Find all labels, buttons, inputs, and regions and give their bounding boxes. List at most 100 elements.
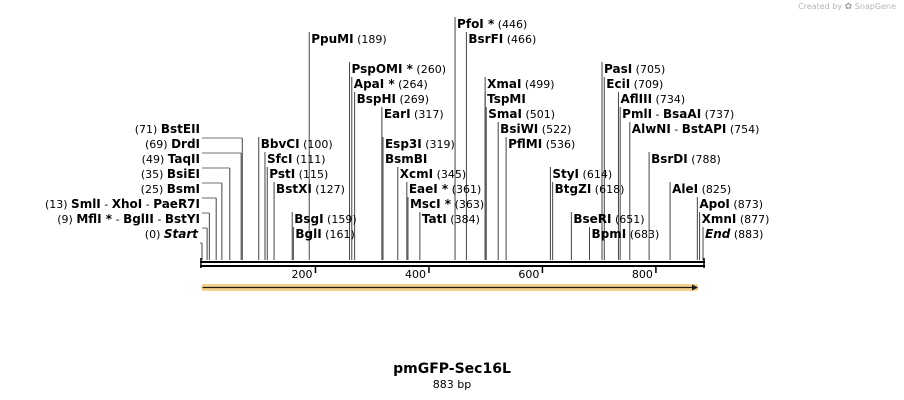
site-label[interactable]: (35) BsiEI bbox=[141, 167, 200, 181]
site-label[interactable]: TatI (384) bbox=[422, 212, 480, 226]
site-label[interactable]: BpmI (683) bbox=[592, 227, 660, 241]
enzyme-name[interactable]: EaeI * bbox=[409, 182, 449, 196]
site-label[interactable]: (71) BstEII bbox=[135, 122, 200, 136]
site-mfli-bglii-bstyi[interactable]: (9) MflI * - BglII - BstYI bbox=[57, 212, 200, 226]
site-label[interactable]: BsiWI (522) bbox=[500, 122, 571, 136]
site-eari[interactable]: EarI (317) bbox=[384, 107, 444, 121]
enzyme-name[interactable]: ApaI * bbox=[354, 77, 396, 91]
site-label[interactable]: PpuMI (189) bbox=[311, 32, 386, 46]
enzyme-name[interactable]: SfcI bbox=[267, 152, 292, 166]
site-bstxi[interactable]: BstXI (127) bbox=[276, 182, 345, 196]
site-label[interactable]: BbvCI (100) bbox=[261, 137, 333, 151]
enzyme-name[interactable]: End bbox=[705, 227, 731, 241]
site-label[interactable]: PasI (705) bbox=[604, 62, 665, 76]
enzyme-name[interactable]: BsiEI bbox=[167, 167, 200, 181]
site-label[interactable]: BspHI (269) bbox=[357, 92, 429, 106]
site-btgzi[interactable]: BtgZI (618) bbox=[555, 182, 625, 196]
site-xcmi[interactable]: XcmI (345) bbox=[400, 167, 466, 181]
site-bsteii[interactable]: (71) BstEII bbox=[135, 122, 200, 136]
site-label[interactable]: SmaI (501) bbox=[488, 107, 555, 121]
enzyme-name[interactable]: BsmBI bbox=[385, 152, 427, 166]
enzyme-name[interactable]: PflMI bbox=[508, 137, 542, 151]
site-label[interactable]: BstXI (127) bbox=[276, 182, 345, 196]
site-label[interactable]: EarI (317) bbox=[384, 107, 444, 121]
site-pfoi[interactable]: PfoI * (446) bbox=[457, 17, 527, 31]
enzyme-name[interactable]: StyI bbox=[552, 167, 579, 181]
site-psti[interactable]: PstI (115) bbox=[269, 167, 328, 181]
enzyme-name[interactable]: BbvCI bbox=[261, 137, 300, 151]
site-label[interactable]: AlwNI - BstAPI (754) bbox=[632, 122, 760, 136]
site-apai[interactable]: ApaI * (264) bbox=[354, 77, 428, 91]
enzyme-name[interactable]: PstI bbox=[269, 167, 295, 181]
site-end[interactable]: End (883) bbox=[705, 227, 763, 241]
site-taqii[interactable]: (49) TaqII bbox=[142, 152, 200, 166]
site-label[interactable]: PspOMI * (260) bbox=[352, 62, 446, 76]
site-tspmi[interactable]: TspMI bbox=[487, 92, 526, 106]
enzyme-name[interactable]: BsrFI bbox=[468, 32, 503, 46]
enzyme-name[interactable]: TspMI bbox=[487, 92, 526, 106]
enzyme-name[interactable]: TatI bbox=[422, 212, 447, 226]
site-label[interactable]: AflIII (734) bbox=[620, 92, 685, 106]
enzyme-name[interactable]: BglII bbox=[123, 212, 154, 226]
site-xmai[interactable]: XmaI (499) bbox=[487, 77, 554, 91]
site-ecii[interactable]: EciI (709) bbox=[606, 77, 663, 91]
site-bsgi[interactable]: BsgI (159) bbox=[294, 212, 356, 226]
site-smli-xhoi-paer7i[interactable]: (13) SmlI - XhoI - PaeR7I bbox=[45, 197, 200, 211]
site-xmni[interactable]: XmnI (877) bbox=[702, 212, 770, 226]
site-sfci[interactable]: SfcI (111) bbox=[267, 152, 326, 166]
site-bgli[interactable]: BglI (161) bbox=[295, 227, 354, 241]
site-label[interactable]: PstI (115) bbox=[269, 167, 328, 181]
site-label[interactable]: BsrDI (788) bbox=[651, 152, 721, 166]
site-esp3i[interactable]: Esp3I (319) bbox=[385, 137, 455, 151]
site-label[interactable]: EciI (709) bbox=[606, 77, 663, 91]
enzyme-name[interactable]: BstYI bbox=[165, 212, 200, 226]
site-msci[interactable]: MscI * (363) bbox=[410, 197, 484, 211]
enzyme-name[interactable]: BtgZI bbox=[555, 182, 592, 196]
enzyme-name[interactable]: DrdI bbox=[171, 137, 200, 151]
site-label[interactable]: (13) SmlI - XhoI - PaeR7I bbox=[45, 197, 200, 211]
site-label[interactable]: BseRI (651) bbox=[573, 212, 644, 226]
site-label[interactable]: PfoI * (446) bbox=[457, 17, 527, 31]
enzyme-name[interactable]: PmlI bbox=[622, 107, 652, 121]
site-label[interactable]: XmaI (499) bbox=[487, 77, 554, 91]
site-label[interactable]: MscI * (363) bbox=[410, 197, 484, 211]
enzyme-name[interactable]: MflI * bbox=[76, 212, 112, 226]
site-tati[interactable]: TatI (384) bbox=[422, 212, 480, 226]
site-pspomi[interactable]: PspOMI * (260) bbox=[352, 62, 446, 76]
enzyme-name[interactable]: BstAPI bbox=[682, 122, 727, 136]
enzyme-name[interactable]: BglI bbox=[295, 227, 321, 241]
site-pflmi[interactable]: PflMI (536) bbox=[508, 137, 575, 151]
site-bsiwi[interactable]: BsiWI (522) bbox=[500, 122, 571, 136]
site-apoi[interactable]: ApoI (873) bbox=[699, 197, 763, 211]
site-bpmi[interactable]: BpmI (683) bbox=[592, 227, 660, 241]
enzyme-name[interactable]: XmaI bbox=[487, 77, 521, 91]
enzyme-name[interactable]: EarI bbox=[384, 107, 411, 121]
enzyme-name[interactable]: XmnI bbox=[702, 212, 737, 226]
site-styi[interactable]: StyI (614) bbox=[552, 167, 612, 181]
enzyme-name[interactable]: BstXI bbox=[276, 182, 312, 196]
enzyme-name[interactable]: AflIII bbox=[620, 92, 652, 106]
site-label[interactable]: StyI (614) bbox=[552, 167, 612, 181]
site-label[interactable]: (49) TaqII bbox=[142, 152, 200, 166]
enzyme-name[interactable]: AlwNI bbox=[632, 122, 671, 136]
enzyme-name[interactable]: Esp3I bbox=[385, 137, 422, 151]
site-alei[interactable]: AleI (825) bbox=[672, 182, 731, 196]
enzyme-name[interactable]: TaqII bbox=[168, 152, 200, 166]
site-label[interactable]: BsrFI (466) bbox=[468, 32, 536, 46]
enzyme-name[interactable]: SmlI bbox=[71, 197, 101, 211]
site-ppumi[interactable]: PpuMI (189) bbox=[311, 32, 386, 46]
site-label[interactable]: AleI (825) bbox=[672, 182, 731, 196]
enzyme-name[interactable]: Start bbox=[164, 227, 199, 241]
site-bseri[interactable]: BseRI (651) bbox=[573, 212, 644, 226]
enzyme-name[interactable]: BpmI bbox=[592, 227, 627, 241]
site-bsmbi[interactable]: BsmBI bbox=[385, 152, 427, 166]
site-alwni-bstapi[interactable]: AlwNI - BstAPI (754) bbox=[632, 122, 760, 136]
site-smai[interactable]: SmaI (501) bbox=[488, 107, 555, 121]
enzyme-name[interactable]: PspOMI * bbox=[352, 62, 414, 76]
site-label[interactable]: PflMI (536) bbox=[508, 137, 575, 151]
site-label[interactable]: EaeI * (361) bbox=[409, 182, 481, 196]
enzyme-name[interactable]: EciI bbox=[606, 77, 630, 91]
site-label[interactable]: ApaI * (264) bbox=[354, 77, 428, 91]
enzyme-name[interactable]: XhoI bbox=[112, 197, 143, 211]
enzyme-name[interactable]: PpuMI bbox=[311, 32, 353, 46]
